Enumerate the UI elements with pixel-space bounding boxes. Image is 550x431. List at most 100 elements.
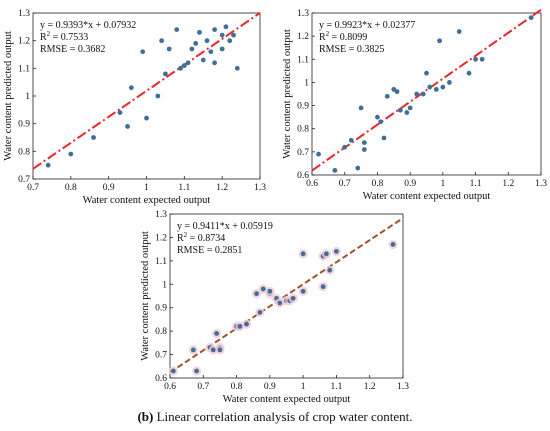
data-point: [361, 140, 367, 146]
data-point: [290, 295, 296, 301]
caption-text: Linear correlation analysis of crop wate…: [156, 409, 413, 424]
chart-2: 0.6 0.7 0.8 0.9 1 1.1 1.2 1.3 0.6 0.7 0.8 0.9 1 1.1 1.…: [282, 8, 547, 202]
y-tick-label: 1: [162, 280, 167, 290]
data-point: [324, 251, 329, 257]
data-point: [212, 27, 218, 32]
data-point: [407, 105, 413, 111]
x-tick-label: 1: [144, 183, 149, 193]
figure-caption: (b) Linear correlation analysis of crop …: [0, 409, 550, 425]
data-point: [190, 347, 196, 353]
data-point: [427, 84, 433, 90]
y-tick-label: 1.2: [297, 32, 309, 42]
data-point: [204, 38, 210, 44]
x-tick-label: 1.2: [216, 183, 228, 193]
data-point: [404, 110, 410, 115]
y-tick-label: 1.3: [155, 210, 167, 220]
data-point: [178, 65, 183, 71]
x-tick-label: 1: [301, 382, 306, 392]
data-point: [200, 57, 206, 63]
data-point: [456, 29, 462, 34]
data-point: [479, 56, 485, 62]
x-tick-label: 0.7: [27, 183, 39, 193]
data-point: [170, 368, 176, 374]
fit-line: [311, 8, 542, 172]
x-tick-label: 0.6: [164, 382, 176, 392]
r-squared-symbol: R: [177, 233, 184, 244]
data-point: [257, 310, 263, 315]
data-point: [260, 286, 266, 292]
y-tick-label: 0.7: [297, 148, 309, 158]
data-point: [332, 167, 338, 173]
data-point: [447, 80, 452, 85]
data-point: [397, 107, 403, 113]
data-point: [219, 46, 225, 52]
fit-equation: y = 0.9923*x + 0.02377: [319, 20, 415, 31]
data-point: [424, 70, 429, 76]
data-point: [300, 288, 306, 294]
y-tick-label: 0.7: [18, 175, 30, 185]
data-point: [334, 249, 339, 254]
y-axis-title: Water content predicted output: [282, 29, 293, 159]
data-point: [394, 89, 400, 95]
y-tick-label: 0.6: [297, 171, 309, 181]
x-axis-title: Water content expected output: [83, 195, 211, 206]
data-point: [189, 46, 195, 52]
data-point: [440, 84, 446, 90]
data-point: [375, 114, 380, 120]
data-point: [219, 32, 225, 38]
x-tick-label: 1.1: [178, 183, 190, 193]
data-point: [128, 85, 134, 91]
data-point: [212, 60, 218, 66]
data-point: [227, 38, 233, 44]
y-tick-label: 1: [25, 92, 30, 102]
data-point: [174, 27, 180, 32]
r-squared: R2 = 0.8734: [177, 231, 225, 244]
plot-frame: [311, 12, 542, 176]
data-point: [45, 162, 51, 168]
data-point: [277, 300, 283, 306]
y-tick-label: 0.7: [155, 351, 167, 361]
x-tick-label: 1.1: [330, 382, 342, 392]
x-tick-label: 0.8: [65, 183, 77, 193]
y-tick-label: 0.9: [155, 304, 167, 314]
rmse: RMSE = 0.3682: [40, 44, 105, 55]
data-point: [68, 151, 74, 157]
data-point: [193, 41, 199, 46]
data-point: [217, 347, 223, 353]
x-tick-label: 0.7: [339, 179, 351, 189]
data-point: [342, 144, 348, 150]
data-point: [197, 29, 202, 35]
x-tick-label: 1.3: [254, 183, 266, 193]
data-point: [327, 267, 333, 273]
x-axis-title: Water content expected output: [363, 191, 491, 202]
x-tick-label: 1: [440, 179, 445, 189]
y-axis-title: Water content predicted output: [140, 231, 151, 361]
data-point: [117, 110, 123, 115]
x-tick-label: 0.8: [371, 179, 383, 189]
data-point: [473, 56, 478, 62]
y-tick-label: 0.8: [155, 327, 167, 337]
data-point: [378, 119, 384, 125]
r-squared-exponent: 2: [326, 30, 330, 38]
r-squared-exponent: 2: [47, 30, 51, 38]
data-point: [194, 368, 200, 374]
data-point: [390, 242, 396, 247]
data-point: [125, 124, 130, 129]
data-point: [300, 251, 306, 257]
y-tick-label: 1.1: [18, 64, 30, 74]
y-axis-title: Water content predicted output: [3, 31, 14, 161]
data-point: [214, 331, 220, 336]
y-tick-label: 1.2: [18, 37, 30, 47]
y-tick-label: 0.8: [18, 147, 30, 157]
y-tick-label: 1.2: [155, 233, 167, 243]
r-squared-value: = 0.7533: [50, 32, 88, 43]
x-tick-label: 0.9: [103, 183, 115, 193]
data-point: [348, 137, 354, 143]
data-point: [210, 347, 216, 353]
fit-equation: y = 0.9411*x + 0.05919: [177, 221, 273, 232]
fit-equation: y = 0.9393*x + 0.07932: [40, 20, 136, 31]
data-point: [437, 38, 442, 44]
data-point: [91, 135, 96, 140]
chart-3: 0.6 0.7 0.8 0.9 1 1.1 1.2 1.3 0.6 0.7 0.8 0.9 1 1.1 1.…: [140, 210, 409, 405]
r-squared-value: = 0.8099: [329, 32, 367, 43]
